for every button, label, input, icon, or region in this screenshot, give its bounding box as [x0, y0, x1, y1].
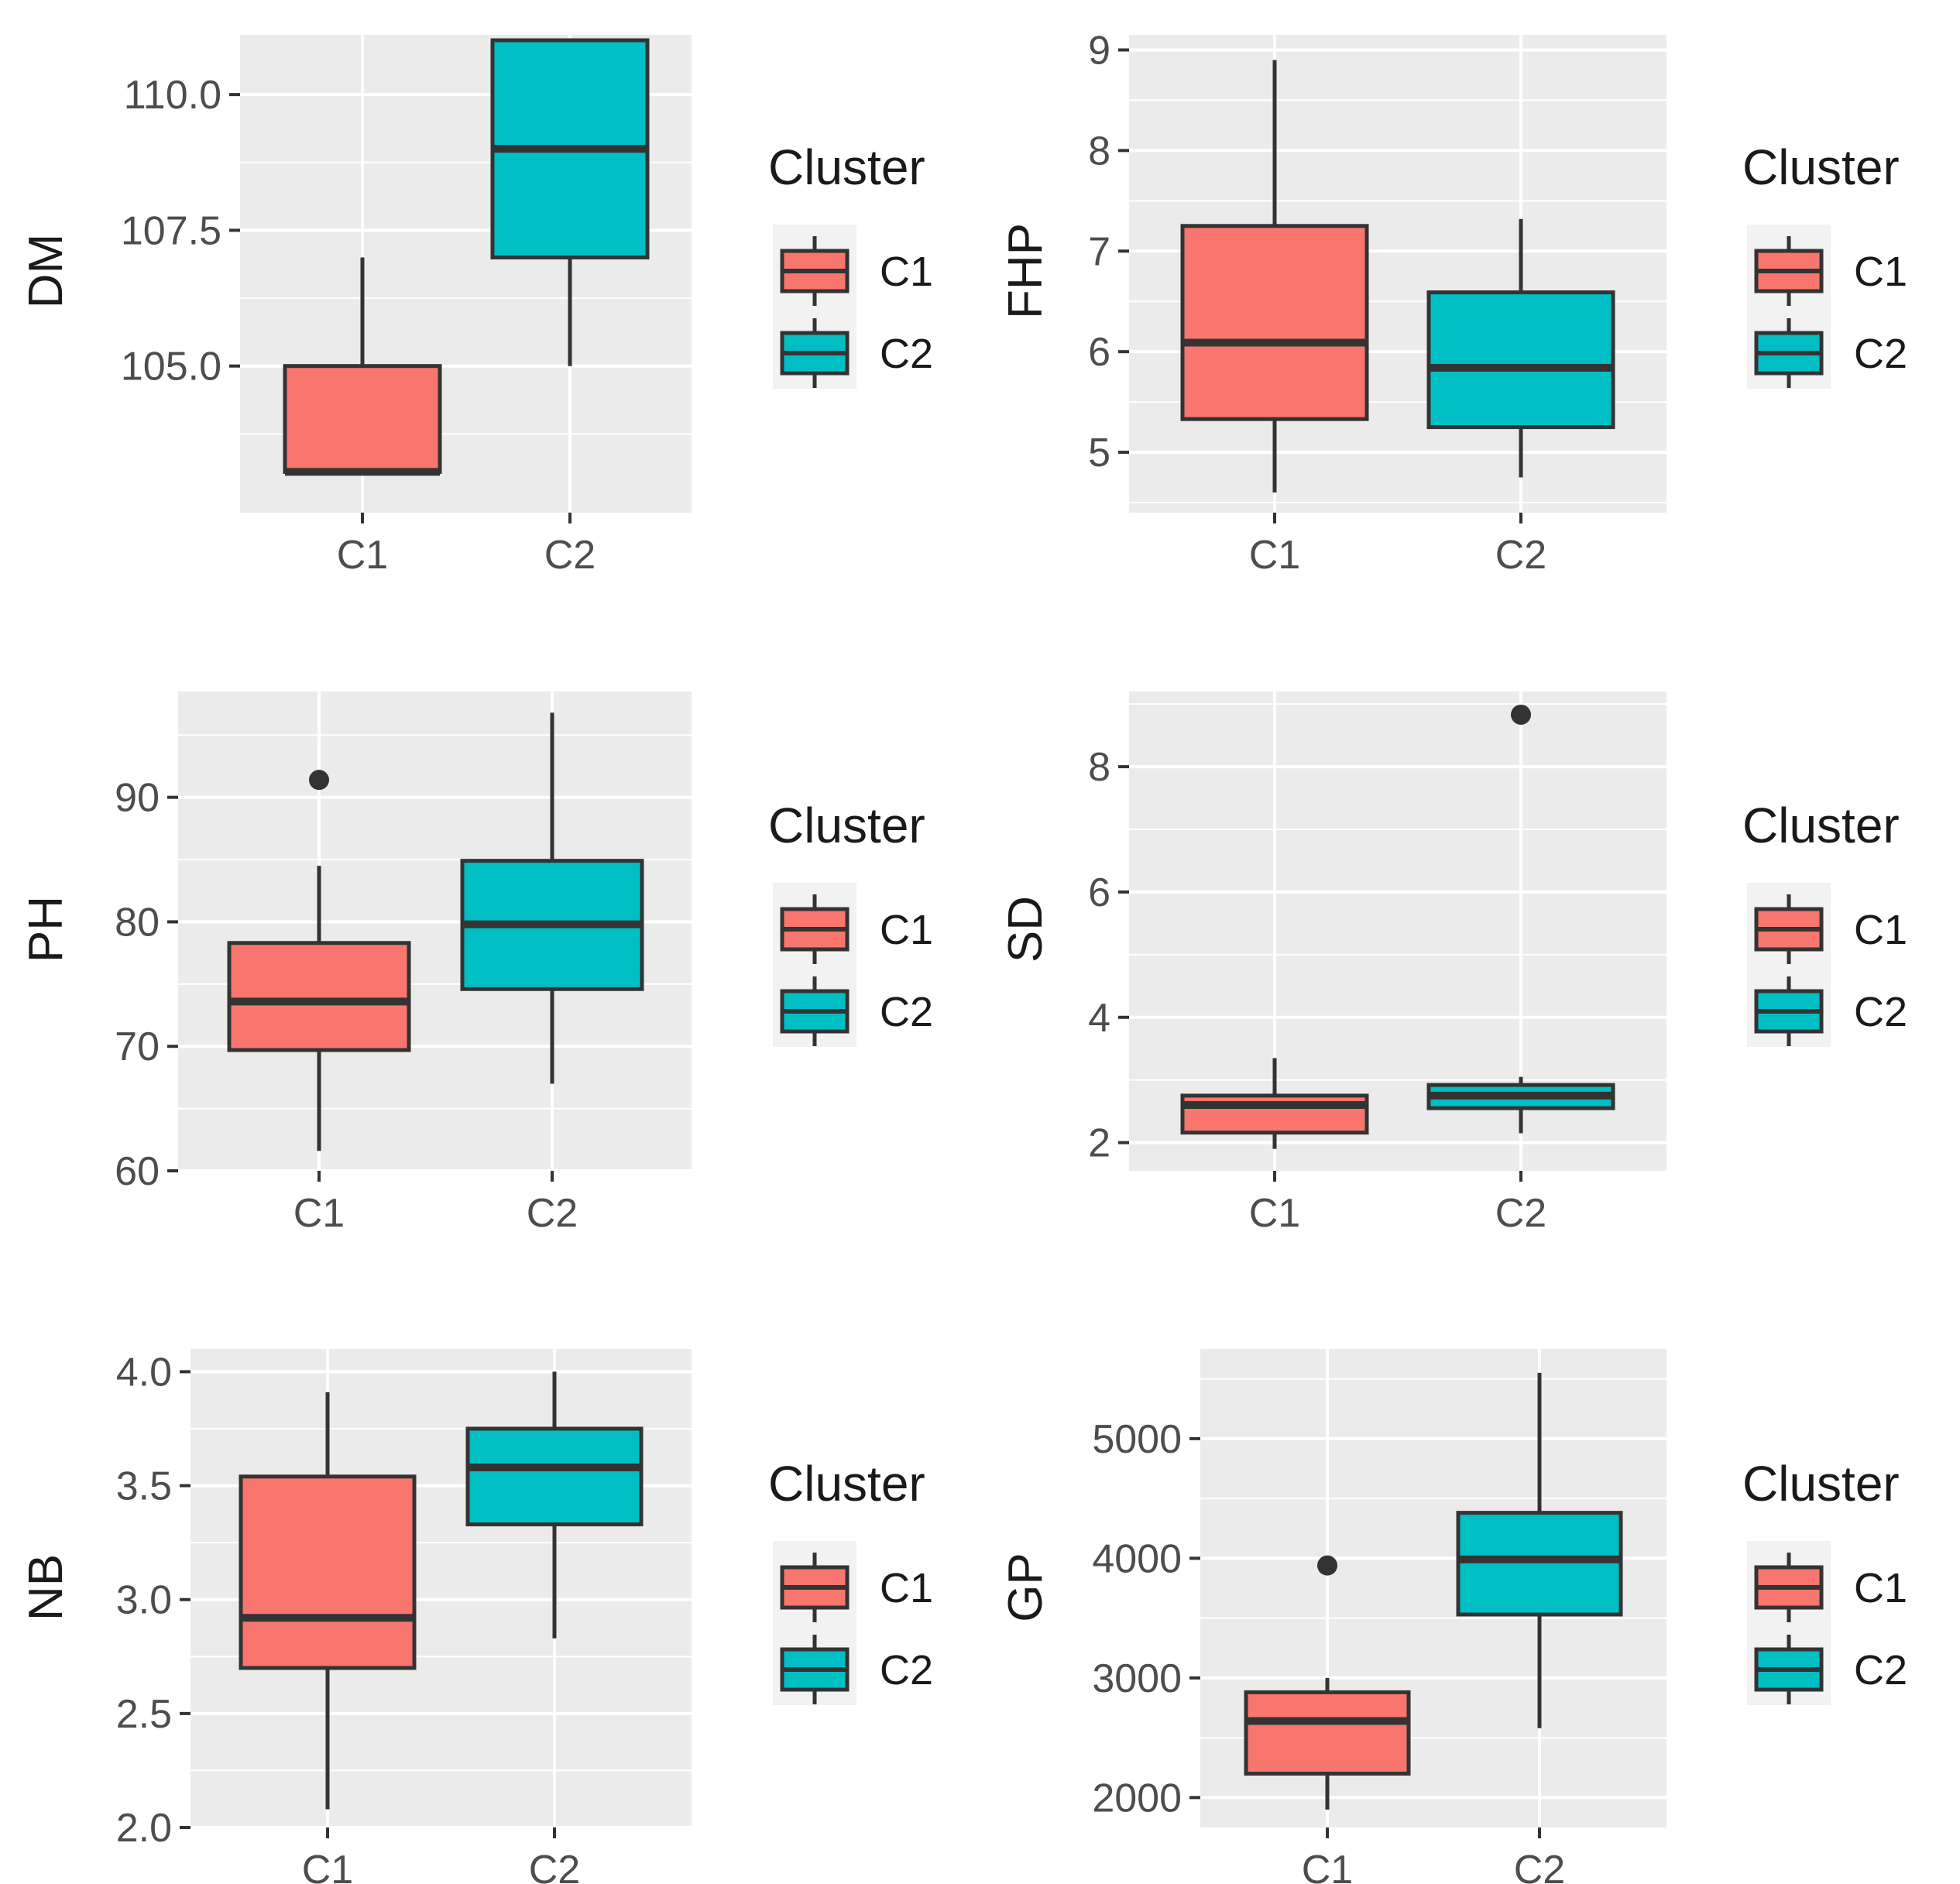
legend: Cluster C1 C2	[1742, 798, 1907, 1047]
x-tick-label: C1	[1249, 533, 1300, 578]
x-tick-label: C1	[293, 1191, 345, 1236]
boxplot-panel-nb: 2.0 2.5 3.0 3.5 4.0 C1 C2 NB Cluster C1 C2	[19, 1349, 933, 1884]
y-axis-title: SD	[999, 896, 1052, 963]
x-tick-label: C2	[1495, 533, 1546, 578]
y-tick-label: 3.5	[116, 1464, 172, 1509]
y-axis-title: PH	[19, 896, 73, 963]
outlier-point	[309, 770, 329, 791]
boxplot-panel-sd: 2 4 6 8 C1 C2 SD Cluster C1 C2	[999, 691, 1907, 1236]
legend-title: Cluster	[768, 798, 925, 853]
box-body	[1426, 290, 1615, 430]
x-tick-label: C1	[1302, 1848, 1353, 1884]
y-tick-label: 7	[1088, 229, 1110, 274]
legend-label: C1	[1854, 907, 1907, 953]
box-c1	[1180, 1058, 1369, 1149]
box-body	[227, 941, 411, 1052]
y-tick-label: 5000	[1092, 1417, 1182, 1462]
box-c2	[490, 38, 650, 366]
y-tick-label: 107.5	[121, 208, 221, 253]
y-tick-label: 80	[115, 900, 160, 945]
y-tick-label: 70	[115, 1024, 160, 1069]
legend-label: C1	[880, 1565, 933, 1611]
legend-label: C1	[1854, 1565, 1907, 1611]
legend-title: Cluster	[768, 139, 925, 195]
box-body	[283, 364, 442, 474]
y-tick-label: 5	[1088, 431, 1110, 475]
x-tick-label: C1	[302, 1848, 353, 1884]
box-c2	[460, 712, 644, 1084]
box-c1	[1244, 1555, 1411, 1810]
legend-label: C2	[1854, 989, 1907, 1035]
y-tick-label: 6	[1088, 870, 1110, 915]
y-axis-title: NB	[19, 1554, 73, 1621]
legend-title: Cluster	[1742, 798, 1900, 853]
x-tick-label: C1	[337, 533, 388, 578]
box-body	[1244, 1690, 1411, 1776]
box-c1	[283, 257, 442, 476]
legend-title: Cluster	[768, 1456, 925, 1512]
y-tick-label: 105.0	[121, 345, 221, 389]
legend-label: C1	[880, 249, 933, 295]
legend-label: C2	[880, 1647, 933, 1694]
y-tick-label: 60	[115, 1149, 160, 1194]
boxplot-panel-fhp: 5 6 7 8 9 C1 C2 FHP Cluster C1 C2	[999, 28, 1907, 578]
legend: Cluster C1 C2	[768, 798, 933, 1047]
legend-label: C2	[1854, 1647, 1907, 1694]
legend: Cluster C1 C2	[1742, 1456, 1907, 1705]
y-tick-label: 110.0	[124, 73, 221, 118]
legend-label: C1	[880, 907, 933, 953]
legend: Cluster C1 C2	[768, 1456, 933, 1705]
boxplot-panel-gp: 2000 3000 4000 5000 C1 C2 GP Cluster C1 C2	[999, 1349, 1907, 1884]
y-tick-label: 8	[1088, 129, 1110, 173]
y-axis-title: FHP	[999, 223, 1052, 319]
outlier-point	[1511, 704, 1531, 725]
y-tick-label: 2.5	[116, 1692, 172, 1737]
x-tick-label: C2	[527, 1191, 578, 1236]
legend-label: C2	[880, 989, 933, 1035]
legend-label: C1	[1854, 249, 1907, 295]
boxplot-panel-ph: 60 70 80 90 C1 C2 PH Cluster C1 C2	[19, 691, 933, 1236]
y-tick-label: 8	[1088, 745, 1110, 790]
y-tick-label: 4	[1088, 996, 1110, 1041]
y-tick-label: 6	[1088, 330, 1110, 375]
x-tick-label: C1	[1249, 1191, 1300, 1236]
box-c1	[227, 770, 411, 1151]
box-body	[1180, 224, 1369, 421]
outlier-point	[1317, 1555, 1337, 1576]
legend: Cluster C1 C2	[1742, 139, 1907, 389]
y-tick-label: 3.0	[116, 1578, 172, 1623]
y-tick-label: 2	[1088, 1121, 1110, 1166]
box-body	[1456, 1511, 1623, 1617]
box-c1	[239, 1392, 417, 1810]
x-tick-label: C2	[544, 533, 596, 578]
y-axis-title: DM	[19, 234, 73, 308]
box-c2	[1426, 704, 1615, 1134]
y-tick-label: 90	[115, 776, 160, 821]
box-body	[239, 1474, 417, 1670]
x-tick-label: C2	[529, 1848, 580, 1884]
box-c2	[1426, 218, 1615, 478]
y-tick-label: 4.0	[116, 1350, 172, 1395]
x-tick-label: C2	[1514, 1848, 1565, 1884]
boxplot-panel-dm: 105.0 107.5 110.0 C1 C2 DM Cluster C1 C2	[19, 35, 933, 578]
legend-title: Cluster	[1742, 139, 1900, 195]
legend-label: C2	[1854, 331, 1907, 377]
y-tick-label: 9	[1088, 28, 1110, 73]
y-tick-label: 2000	[1092, 1776, 1182, 1821]
box-c2	[1456, 1372, 1623, 1728]
y-tick-label: 4000	[1092, 1536, 1182, 1581]
y-tick-label: 3000	[1092, 1656, 1182, 1701]
x-tick-label: C2	[1495, 1191, 1546, 1236]
y-axis-title: GP	[999, 1553, 1052, 1622]
y-tick-label: 2.0	[116, 1806, 172, 1851]
legend: Cluster C1 C2	[768, 139, 933, 389]
legend-label: C2	[880, 331, 933, 377]
box-body	[465, 1426, 644, 1527]
legend-title: Cluster	[1742, 1456, 1900, 1512]
box-c1	[1180, 60, 1369, 493]
box-c2	[465, 1371, 644, 1639]
